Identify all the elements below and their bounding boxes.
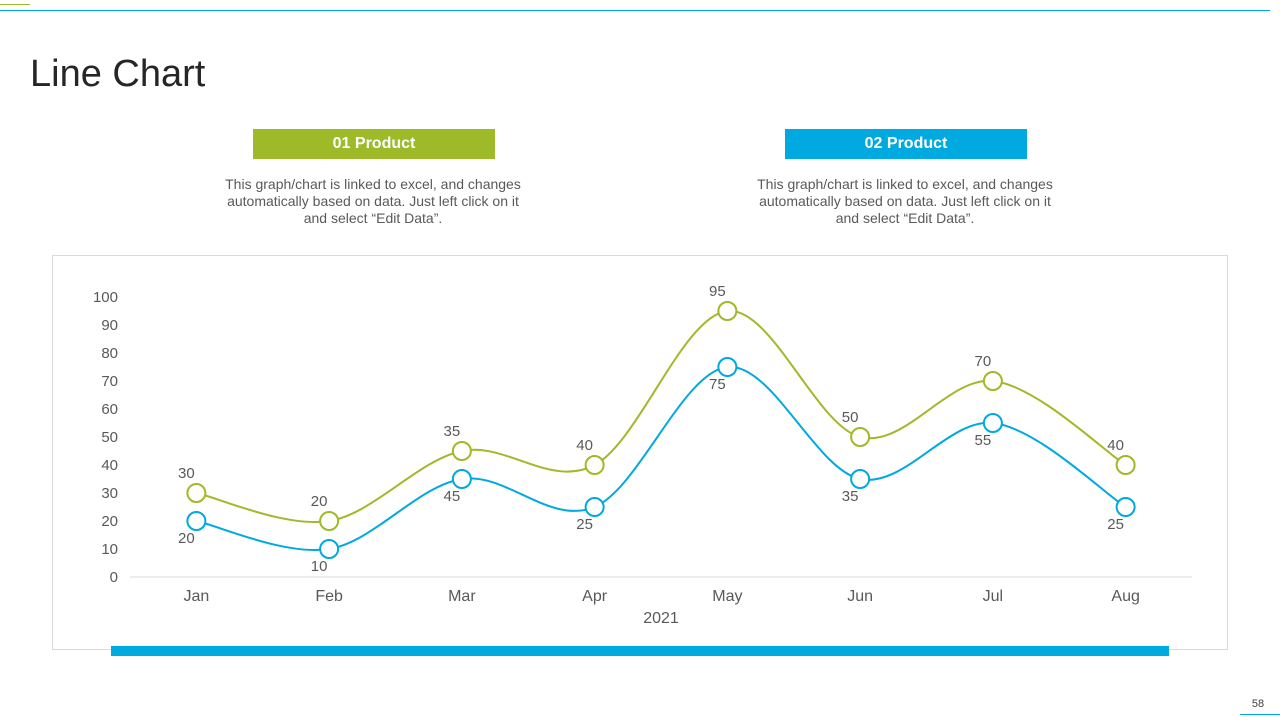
data-point bbox=[982, 371, 1003, 391]
x-tick-label: May bbox=[712, 588, 742, 605]
y-tick-label: 20 bbox=[101, 513, 118, 530]
y-tick-label: 60 bbox=[101, 401, 118, 418]
data-point bbox=[717, 301, 738, 321]
data-label: 45 bbox=[444, 488, 461, 505]
data-point bbox=[451, 469, 472, 489]
x-tick-label: Apr bbox=[582, 588, 608, 605]
y-axis-ticks: 0 10 20 30 40 50 60 70 80 90 100 bbox=[93, 289, 118, 586]
data-point bbox=[319, 539, 340, 559]
y-tick-label: 80 bbox=[101, 345, 118, 362]
data-point bbox=[850, 469, 871, 489]
data-label: 25 bbox=[1107, 516, 1124, 533]
data-label: 50 bbox=[842, 409, 859, 426]
y-tick-label: 90 bbox=[101, 317, 118, 334]
x-axis-ticks: Jan Feb Mar Apr May Jun Jul Aug bbox=[183, 588, 1139, 605]
x-tick-label: Aug bbox=[1111, 588, 1139, 605]
bottom-accent-bar bbox=[111, 646, 1169, 656]
y-tick-label: 40 bbox=[101, 457, 118, 474]
data-label: 25 bbox=[576, 516, 593, 533]
series-data-labels: 30 20 35 40 95 50 70 40 20 10 45 25 75 35 55 25 bbox=[178, 283, 1124, 575]
page-number-rule bbox=[1240, 714, 1280, 715]
x-tick-label: Mar bbox=[448, 588, 476, 605]
x-axis-label: 2021 bbox=[643, 610, 679, 627]
data-point bbox=[186, 483, 207, 503]
data-label: 20 bbox=[311, 493, 328, 510]
data-label: 40 bbox=[1107, 437, 1124, 454]
y-tick-label: 0 bbox=[110, 569, 118, 586]
legend-product-1-description: This graph/chart is linked to excel, and… bbox=[225, 176, 521, 226]
y-tick-label: 30 bbox=[101, 485, 118, 502]
data-label: 35 bbox=[842, 488, 859, 505]
data-point bbox=[1115, 455, 1136, 475]
data-label: 40 bbox=[576, 437, 593, 454]
data-point bbox=[584, 455, 605, 475]
top-rule bbox=[0, 10, 1270, 11]
series-points bbox=[186, 301, 1136, 559]
data-label: 30 bbox=[178, 465, 195, 482]
legend-product-2-description: This graph/chart is linked to excel, and… bbox=[757, 176, 1053, 226]
page-title: Line Chart bbox=[30, 53, 206, 96]
data-label: 35 bbox=[444, 423, 461, 440]
y-tick-label: 70 bbox=[101, 373, 118, 390]
data-point bbox=[186, 511, 207, 531]
data-label: 20 bbox=[178, 530, 195, 547]
data-label: 55 bbox=[975, 432, 992, 449]
y-tick-label: 10 bbox=[101, 541, 118, 558]
data-label: 75 bbox=[709, 376, 726, 393]
series-lines bbox=[196, 309, 1127, 552]
data-point bbox=[584, 497, 605, 517]
y-tick-label: 100 bbox=[93, 289, 118, 306]
data-point bbox=[850, 427, 871, 447]
series-line-2 bbox=[196, 365, 1127, 552]
data-point bbox=[982, 413, 1003, 433]
x-tick-label: Feb bbox=[315, 588, 343, 605]
x-tick-label: Jun bbox=[847, 588, 873, 605]
y-tick-label: 50 bbox=[101, 429, 118, 446]
data-label: 10 bbox=[311, 558, 328, 575]
page-number: 58 bbox=[1251, 698, 1265, 710]
data-point bbox=[717, 357, 738, 377]
legend-product-1: 01 Product bbox=[253, 129, 495, 159]
data-label: 70 bbox=[975, 353, 992, 370]
data-point bbox=[1115, 497, 1136, 517]
x-tick-label: Jul bbox=[983, 588, 1003, 605]
legend-product-2: 02 Product bbox=[785, 129, 1027, 159]
series-line-1 bbox=[196, 309, 1127, 524]
data-label: 95 bbox=[709, 283, 726, 300]
data-point bbox=[451, 441, 472, 461]
top-accent-rule bbox=[0, 4, 30, 5]
data-point bbox=[319, 511, 340, 531]
x-tick-label: Jan bbox=[183, 588, 209, 605]
